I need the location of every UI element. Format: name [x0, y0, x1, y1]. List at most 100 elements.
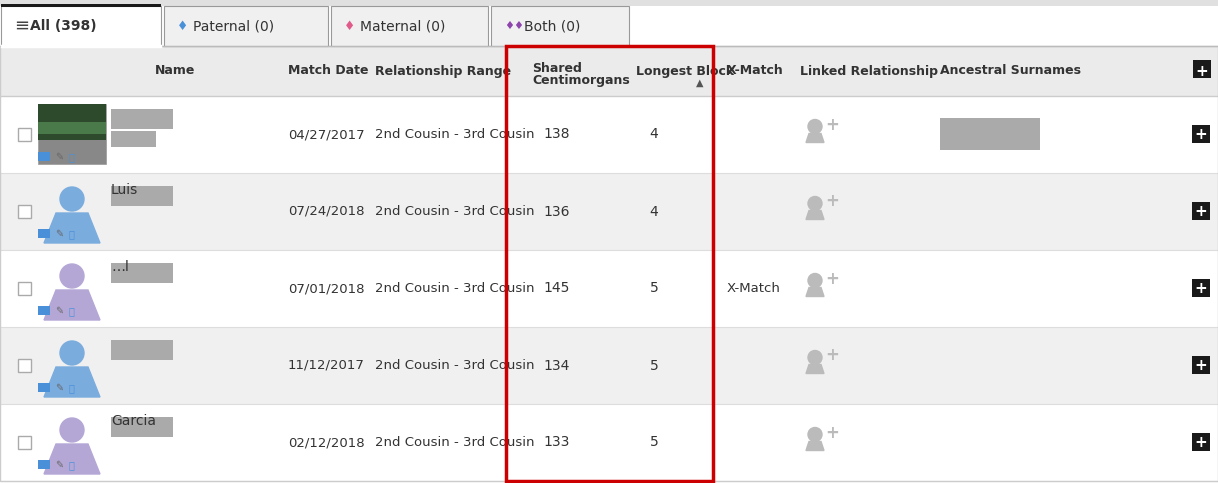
Polygon shape: [806, 441, 825, 451]
Bar: [1192, 125, 1209, 142]
Bar: [0, 250, 1218, 327]
Bar: [1, 4, 161, 7]
Bar: [38, 229, 50, 238]
Circle shape: [808, 273, 822, 287]
Text: 4: 4: [649, 128, 659, 142]
Bar: [505, 46, 713, 481]
Text: ♦: ♦: [177, 19, 189, 32]
Bar: [331, 6, 488, 46]
Text: 11/12/2017: 11/12/2017: [287, 359, 365, 372]
Text: ✎: ✎: [55, 152, 63, 162]
Text: +: +: [825, 270, 839, 287]
Circle shape: [808, 427, 822, 441]
Polygon shape: [44, 213, 100, 243]
Bar: [38, 104, 106, 140]
Text: 02/12/2018: 02/12/2018: [287, 436, 364, 449]
Text: Ancestral Surnames: Ancestral Surnames: [940, 65, 1082, 77]
Text: Centimorgans: Centimorgans: [532, 74, 630, 87]
Text: ≡: ≡: [13, 17, 29, 35]
Text: ✎: ✎: [55, 229, 63, 239]
Bar: [111, 263, 173, 283]
Text: Shared: Shared: [532, 62, 582, 75]
Bar: [0, 46, 1218, 96]
Bar: [0, 96, 1218, 173]
Text: +: +: [825, 193, 839, 211]
Text: All (398): All (398): [30, 19, 96, 33]
Text: X-Match: X-Match: [727, 65, 783, 77]
Bar: [1192, 279, 1209, 297]
Text: 5: 5: [649, 436, 659, 450]
Text: +: +: [1196, 63, 1208, 79]
Text: 133: 133: [543, 436, 570, 450]
Circle shape: [808, 351, 822, 365]
Polygon shape: [806, 211, 825, 219]
Text: …l: …l: [111, 260, 129, 274]
Bar: [1192, 60, 1211, 78]
Text: X-Match: X-Match: [727, 282, 781, 295]
Text: +: +: [825, 424, 839, 441]
Bar: [0, 404, 1218, 481]
Text: Relationship Range: Relationship Range: [375, 65, 512, 77]
Bar: [18, 436, 30, 449]
Text: ⛉: ⛉: [69, 460, 74, 470]
Bar: [38, 152, 50, 161]
Text: ♦: ♦: [343, 19, 356, 32]
Text: ⛉: ⛉: [69, 306, 74, 316]
Circle shape: [60, 264, 84, 288]
Text: +: +: [1195, 435, 1207, 450]
Text: ✎: ✎: [55, 383, 63, 393]
Text: +: +: [1195, 358, 1207, 373]
Text: +: +: [1195, 127, 1207, 142]
Text: 2nd Cousin - 3rd Cousin: 2nd Cousin - 3rd Cousin: [375, 436, 535, 449]
Bar: [491, 6, 628, 46]
Text: +: +: [1195, 204, 1207, 219]
Text: 4: 4: [649, 204, 659, 218]
Text: 138: 138: [543, 128, 570, 142]
Text: +: +: [825, 115, 839, 133]
Text: 5: 5: [649, 282, 659, 296]
Text: 5: 5: [649, 358, 659, 372]
Bar: [111, 186, 173, 206]
Bar: [38, 306, 50, 315]
Bar: [1192, 432, 1209, 451]
Text: ✎: ✎: [55, 460, 63, 470]
Bar: [164, 6, 328, 46]
Polygon shape: [806, 133, 825, 142]
Text: ▲: ▲: [695, 78, 704, 88]
Circle shape: [808, 119, 822, 133]
Bar: [0, 327, 1218, 404]
Circle shape: [60, 187, 84, 211]
Circle shape: [808, 197, 822, 211]
Bar: [18, 205, 30, 218]
Polygon shape: [44, 290, 100, 320]
Bar: [1, 6, 161, 46]
Text: Match Date: Match Date: [287, 65, 369, 77]
Text: 2nd Cousin - 3rd Cousin: 2nd Cousin - 3rd Cousin: [375, 282, 535, 295]
Polygon shape: [44, 444, 100, 474]
Text: 2nd Cousin - 3rd Cousin: 2nd Cousin - 3rd Cousin: [375, 128, 535, 141]
Bar: [18, 359, 30, 372]
Text: ⛉: ⛉: [69, 383, 74, 393]
Text: 07/01/2018: 07/01/2018: [287, 282, 364, 295]
Text: Garcia: Garcia: [111, 414, 156, 428]
Text: 07/24/2018: 07/24/2018: [287, 205, 364, 218]
Text: 136: 136: [543, 204, 570, 218]
Bar: [111, 109, 173, 129]
Text: 04/27/2017: 04/27/2017: [287, 128, 364, 141]
Bar: [0, 173, 1218, 250]
Polygon shape: [806, 287, 825, 297]
Bar: [18, 282, 30, 295]
Text: Linked Relationship: Linked Relationship: [800, 65, 938, 77]
Text: Longest Block: Longest Block: [636, 65, 734, 77]
Text: 2nd Cousin - 3rd Cousin: 2nd Cousin - 3rd Cousin: [375, 205, 535, 218]
Text: +: +: [825, 346, 839, 365]
Text: 145: 145: [543, 282, 570, 296]
Circle shape: [60, 341, 84, 365]
Bar: [38, 104, 106, 164]
Text: ♦♦: ♦♦: [504, 21, 524, 31]
Text: 134: 134: [543, 358, 570, 372]
Bar: [940, 118, 1040, 150]
Text: Paternal (0): Paternal (0): [192, 19, 274, 33]
Text: ⛉: ⛉: [69, 229, 74, 239]
Text: ⛉: ⛉: [69, 152, 74, 162]
